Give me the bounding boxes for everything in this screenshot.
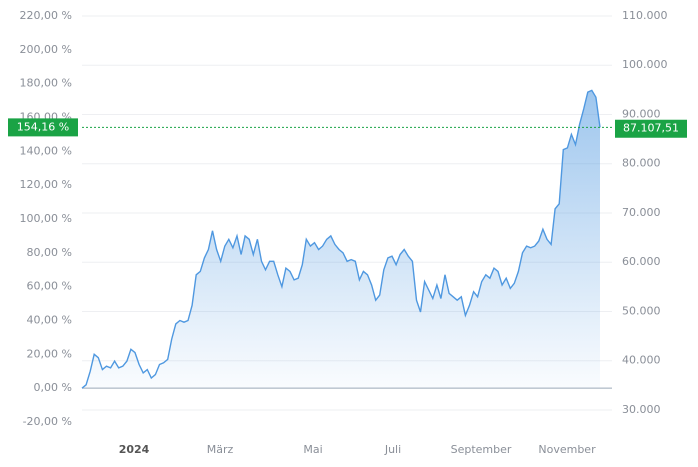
y2-tick-label: 50.000 [622, 304, 661, 317]
y-tick-label: 120,00 % [20, 178, 72, 191]
y-tick-label: 80,00 % [27, 246, 72, 259]
current-percent-box [8, 118, 78, 137]
y2-tick-label: 110.000 [622, 9, 668, 22]
x-tick-label: März [207, 443, 234, 456]
y2-tick-label: 80.000 [622, 157, 661, 170]
x-tick-label: 2024 [119, 443, 150, 456]
x-tick-label: Mai [303, 443, 322, 456]
x-tick-label: November [538, 443, 596, 456]
y2-tick-label: 40.000 [622, 354, 661, 367]
y-tick-label: 220,00 % [20, 9, 72, 22]
y-tick-label: 40,00 % [27, 314, 72, 327]
y-tick-label: 0,00 % [34, 381, 72, 394]
current-price-label: 87.107,51 [623, 122, 679, 135]
y2-tick-label: 100.000 [622, 58, 668, 71]
y-tick-label: 140,00 % [20, 144, 72, 157]
y2-tick-label: 90.000 [622, 107, 661, 120]
y2-tick-label: 30.000 [622, 403, 661, 416]
y-tick-label: 180,00 % [20, 77, 72, 90]
y2-tick-label: 70.000 [622, 206, 661, 219]
line [81, 89, 601, 389]
y2-tick-label: 60.000 [622, 255, 661, 268]
y-tick-label: 100,00 % [20, 212, 72, 225]
y-tick-label: 60,00 % [27, 280, 72, 293]
y-tick-label: 200,00 % [20, 43, 72, 56]
x-tick-label: Juli [384, 443, 401, 456]
current-price-box [615, 119, 687, 138]
x-tick-label: September [451, 443, 512, 456]
current-percent-label: 154,16 % [17, 120, 69, 133]
area [82, 90, 600, 389]
y-tick-label: 20,00 % [27, 347, 72, 360]
y-tick-label: -20,00 % [23, 415, 72, 428]
